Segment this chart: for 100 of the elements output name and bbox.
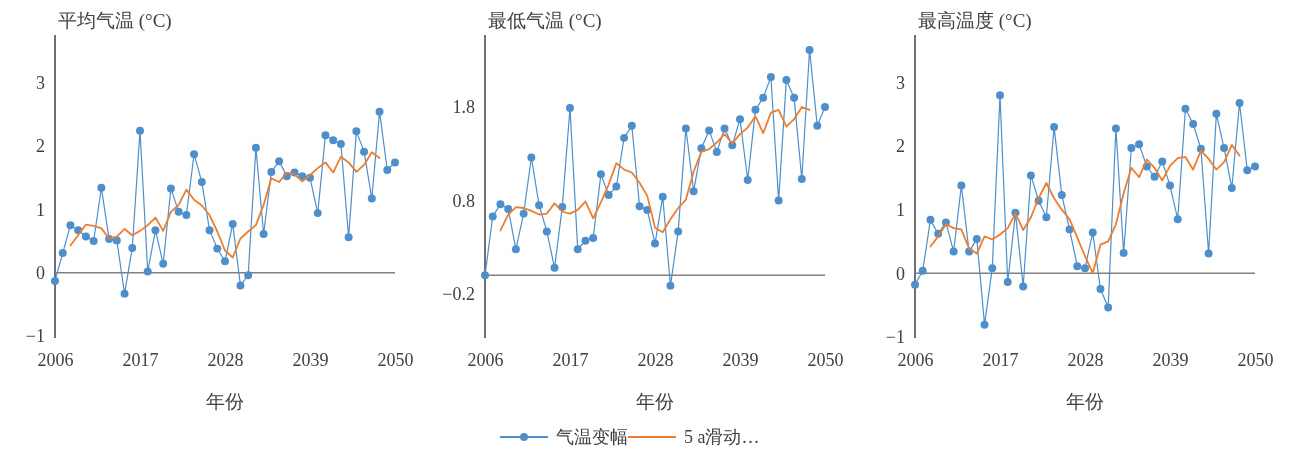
line-series [499, 106, 811, 234]
point [612, 182, 621, 191]
point [666, 281, 675, 290]
point [1104, 303, 1113, 312]
point [1026, 171, 1035, 180]
point [251, 143, 260, 152]
point [805, 45, 814, 54]
point [550, 263, 559, 272]
x-tick-label: 2017 [982, 349, 1019, 370]
point [89, 237, 98, 245]
point [205, 226, 214, 235]
point [1150, 172, 1159, 181]
point [658, 192, 667, 201]
point [1042, 213, 1051, 222]
point [367, 194, 376, 203]
legend-label: 5 a滑动… [684, 427, 760, 447]
point [136, 126, 144, 135]
point [980, 320, 989, 329]
point [596, 170, 605, 179]
point [321, 131, 330, 140]
x-tick-label: 2028 [1067, 349, 1104, 370]
y-tick-label: 1.8 [452, 97, 475, 118]
y-tick-label: 0 [36, 263, 45, 284]
point [58, 249, 67, 258]
point [1189, 119, 1198, 128]
point [635, 202, 644, 211]
point [275, 157, 284, 166]
point [1135, 140, 1144, 149]
point [1220, 144, 1229, 153]
point [1173, 215, 1182, 224]
point [143, 267, 152, 276]
point [228, 219, 237, 228]
x-tick-label: 2017 [552, 349, 589, 370]
y-tick-label: 0.8 [452, 190, 475, 211]
x-tick-label: 2017 [122, 349, 159, 370]
point [313, 209, 322, 218]
point [81, 232, 90, 241]
point [651, 239, 659, 248]
point [1212, 109, 1221, 118]
point [918, 266, 927, 275]
y-tick-label: 2 [36, 136, 45, 157]
point [1003, 278, 1012, 287]
point [344, 233, 353, 242]
point [66, 221, 75, 230]
point [813, 121, 822, 130]
point [988, 264, 997, 273]
line-series [69, 151, 381, 259]
point [689, 187, 698, 196]
point [697, 144, 706, 153]
point [259, 230, 268, 239]
x-tick-label: 2039 [1152, 349, 1189, 370]
point [190, 150, 199, 159]
point [1119, 248, 1128, 257]
point [1227, 184, 1236, 193]
point [120, 289, 129, 298]
point [681, 124, 690, 133]
x-tick-label: 2050 [377, 349, 414, 370]
x-tick-label: 2050 [807, 349, 844, 370]
point [236, 281, 245, 290]
point [1127, 144, 1136, 153]
point [720, 124, 729, 133]
point [1088, 228, 1097, 237]
point [1057, 191, 1066, 200]
point [743, 175, 752, 184]
y-tick-label: 2 [896, 136, 905, 157]
point [182, 211, 191, 220]
point [535, 201, 544, 210]
point [1158, 157, 1167, 166]
point [352, 127, 361, 136]
point [759, 93, 768, 102]
point [674, 227, 683, 236]
chart-title: 最低气温 (°C) [488, 10, 602, 32]
point [542, 227, 551, 236]
point [566, 103, 574, 112]
point [375, 107, 384, 116]
x-tick-label: 2006 [897, 349, 934, 370]
point [766, 73, 775, 82]
point [957, 181, 966, 190]
point [1204, 249, 1213, 258]
point [151, 226, 160, 235]
point [790, 93, 799, 102]
point [383, 166, 392, 174]
legend-label: 气温变幅 [556, 427, 628, 447]
point [705, 126, 714, 135]
point [244, 271, 253, 280]
point [329, 136, 338, 145]
point [996, 91, 1004, 100]
point [496, 200, 505, 209]
point [128, 244, 137, 252]
y-tick-label: −1 [25, 326, 45, 347]
point [159, 259, 168, 268]
point [1235, 98, 1244, 107]
point [1096, 285, 1105, 294]
point [1019, 282, 1028, 291]
point [97, 183, 106, 192]
point [774, 196, 783, 205]
point [949, 247, 958, 256]
point [1166, 181, 1174, 190]
point [391, 158, 399, 167]
point [1243, 166, 1252, 175]
